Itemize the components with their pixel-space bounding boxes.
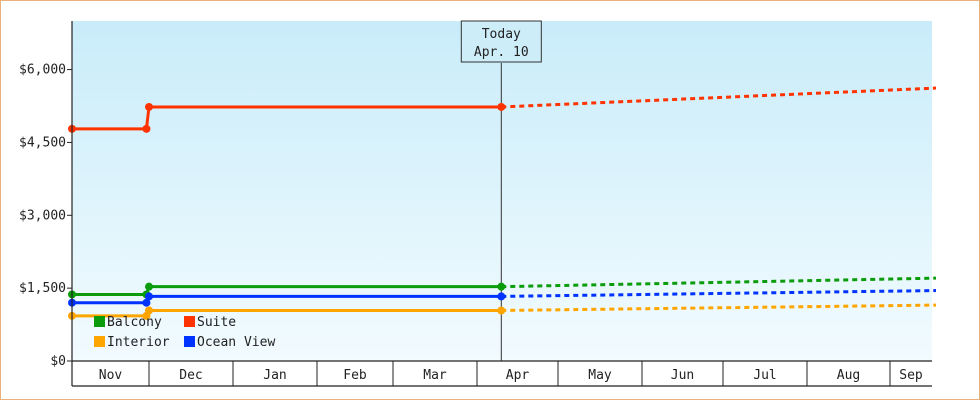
data-point[interactable] bbox=[145, 306, 153, 315]
data-point[interactable] bbox=[497, 282, 506, 291]
legend-swatch bbox=[94, 316, 105, 327]
legend-item-balcony[interactable]: Balcony bbox=[94, 315, 162, 330]
series-balcony bbox=[68, 276, 937, 299]
legend-swatch bbox=[94, 336, 105, 347]
data-point[interactable] bbox=[145, 102, 153, 111]
legend-swatch bbox=[184, 336, 195, 347]
series-line-balcony bbox=[72, 285, 502, 296]
y-tick-label: $3,000 bbox=[19, 208, 66, 223]
month-label: May bbox=[588, 368, 612, 383]
forecast-line-ocean-view bbox=[501, 289, 937, 298]
month-label: Apr bbox=[506, 368, 530, 383]
plot-background bbox=[72, 21, 932, 361]
forecast-line-balcony bbox=[501, 276, 937, 289]
legend-label: Ocean View bbox=[197, 335, 275, 350]
legend-label: Balcony bbox=[107, 315, 162, 330]
y-tick-label: $4,500 bbox=[19, 135, 66, 150]
month-label: Mar bbox=[423, 368, 447, 383]
series-interior bbox=[68, 303, 937, 320]
y-tick-label: $6,000 bbox=[19, 63, 66, 78]
month-label: Sep bbox=[899, 368, 923, 383]
series-line-suite bbox=[72, 105, 502, 131]
data-point[interactable] bbox=[145, 292, 153, 301]
y-tick-label: $1,500 bbox=[19, 281, 66, 296]
month-label: Dec bbox=[179, 368, 202, 383]
legend-item-interior[interactable]: Interior bbox=[94, 335, 170, 350]
data-point[interactable] bbox=[145, 282, 153, 291]
data-point[interactable] bbox=[142, 124, 151, 133]
today-date: Apr. 10 bbox=[474, 45, 529, 60]
month-label: Jun bbox=[671, 368, 694, 383]
legend-label: Suite bbox=[197, 315, 236, 330]
data-point[interactable] bbox=[497, 292, 506, 301]
y-tick-label: $0 bbox=[50, 354, 66, 369]
today-box bbox=[460, 20, 542, 63]
month-label: Aug bbox=[837, 368, 860, 383]
forecast-line-interior bbox=[501, 303, 937, 312]
today-label: Today bbox=[482, 27, 521, 42]
month-label: Nov bbox=[99, 368, 123, 383]
legend-label: Interior bbox=[107, 335, 170, 350]
data-point[interactable] bbox=[497, 306, 506, 315]
month-label: Jan bbox=[263, 368, 286, 383]
data-point[interactable] bbox=[142, 298, 151, 307]
legend-item-suite[interactable]: Suite bbox=[184, 315, 236, 330]
data-point[interactable] bbox=[497, 102, 506, 111]
legend-swatch bbox=[184, 316, 195, 327]
forecast-line-suite bbox=[501, 86, 937, 109]
month-label: Jul bbox=[753, 368, 776, 383]
month-label: Feb bbox=[343, 368, 367, 383]
series-suite bbox=[68, 86, 937, 133]
series-ocean-view bbox=[68, 289, 937, 307]
legend-item-ocean-view[interactable]: Ocean View bbox=[184, 335, 275, 350]
